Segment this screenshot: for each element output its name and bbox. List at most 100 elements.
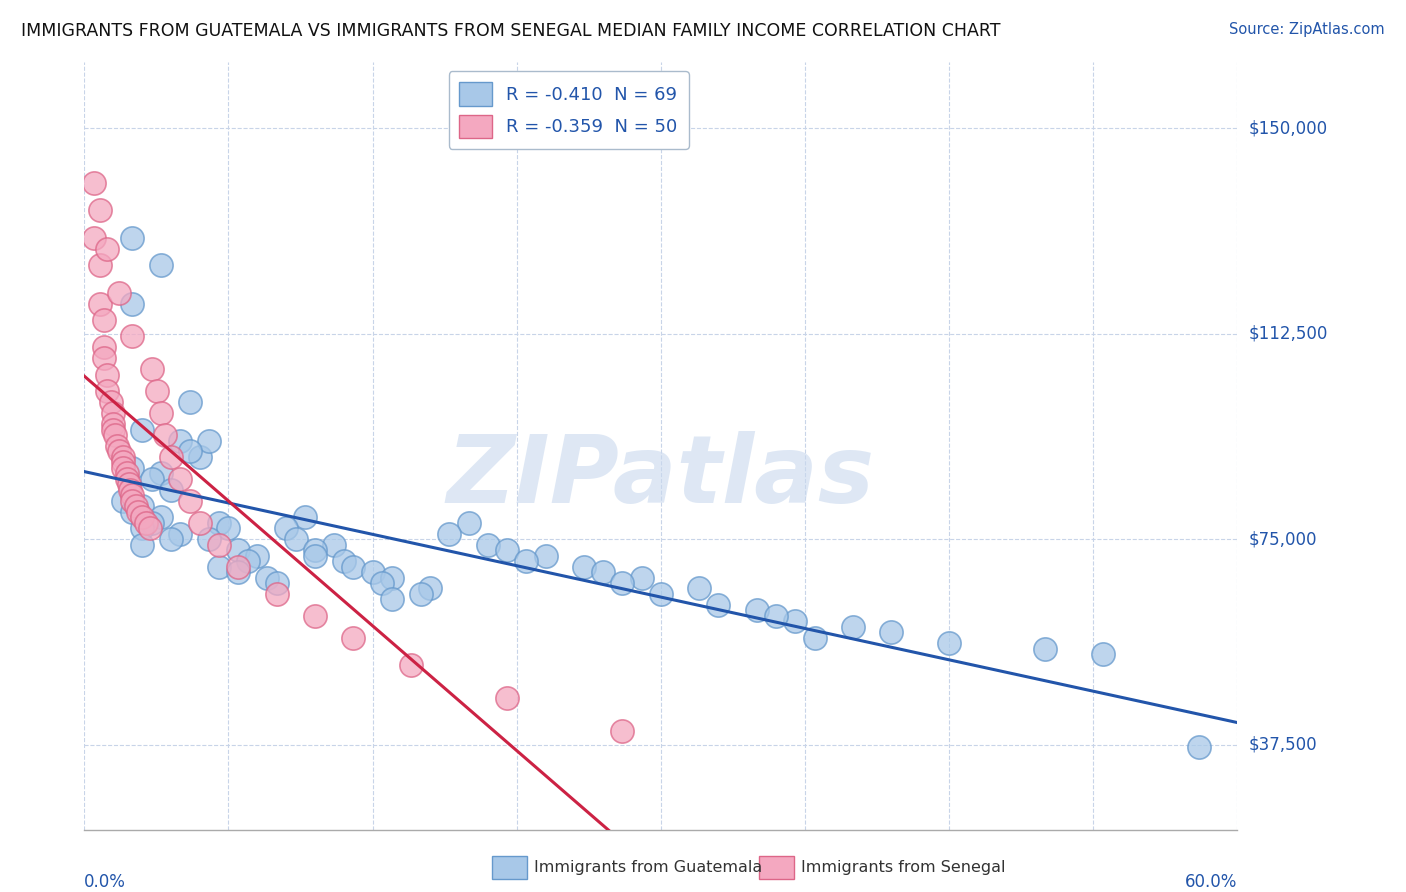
Text: ZIPatlas: ZIPatlas [447,431,875,523]
Point [381,570,404,584]
Point [103,417,124,431]
Point [284,532,307,546]
Point [131,423,153,437]
Point [496,543,519,558]
Point [150,510,173,524]
Point [153,428,176,442]
Point [381,592,404,607]
Point [246,549,269,563]
Point [121,493,143,508]
Point [138,521,160,535]
Point [399,658,422,673]
Point [160,532,183,546]
Point [105,439,128,453]
Point [226,559,249,574]
Point [496,691,519,706]
Point [93,340,115,354]
Point [534,549,557,563]
Point [371,576,394,591]
Text: $37,500: $37,500 [1249,736,1317,754]
Point [179,444,201,458]
Point [141,516,163,530]
Point [477,538,499,552]
Point [83,231,105,245]
Point [188,516,211,530]
Point [93,313,115,327]
Text: $75,000: $75,000 [1249,530,1317,549]
Point [612,576,634,591]
Point [150,467,173,481]
Point [160,483,183,497]
Point [83,176,105,190]
Point [131,510,153,524]
Point [179,395,201,409]
Point [121,296,143,310]
Point [96,368,118,382]
Point [103,406,124,420]
Point [125,500,148,514]
Point [135,516,157,530]
Point [938,636,960,650]
Point [117,477,139,491]
Point [89,296,111,310]
Legend: R = -0.410  N = 69, R = -0.359  N = 50: R = -0.410 N = 69, R = -0.359 N = 50 [449,71,689,149]
Point [104,428,127,442]
Point [256,570,278,584]
Point [120,483,142,497]
Point [218,521,240,535]
Point [96,384,118,399]
Point [111,493,134,508]
Text: 0.0%: 0.0% [84,873,127,891]
Point [131,538,153,552]
Point [100,395,122,409]
Point [304,543,326,558]
Point [150,406,173,420]
Point [93,351,115,366]
Point [208,538,231,552]
Point [439,526,461,541]
Point [304,549,326,563]
Point [419,582,441,596]
Point [688,582,710,596]
Point [188,450,211,464]
Point [89,203,111,218]
Point [108,444,131,458]
Point [169,472,191,486]
Point [276,521,298,535]
Point [115,472,138,486]
Point [457,516,479,530]
Point [121,505,143,519]
Point [612,723,634,738]
Point [89,258,111,272]
Point [1188,740,1211,755]
Point [333,554,356,568]
Point [592,565,614,579]
Point [304,608,326,623]
Point [226,565,249,579]
Text: IMMIGRANTS FROM GUATEMALA VS IMMIGRANTS FROM SENEGAL MEDIAN FAMILY INCOME CORREL: IMMIGRANTS FROM GUATEMALA VS IMMIGRANTS … [21,22,1001,40]
Point [131,521,153,535]
Text: Immigrants from Guatemala: Immigrants from Guatemala [534,860,762,874]
Point [323,538,346,552]
Point [745,603,768,617]
Point [127,505,149,519]
Point [803,631,825,645]
Point [409,587,432,601]
Point [630,570,652,584]
Point [198,434,221,448]
Point [96,242,118,256]
Point [141,472,163,486]
Point [121,329,143,343]
Point [111,461,134,475]
Point [108,285,131,300]
Point [121,461,143,475]
Point [1033,641,1056,656]
Text: Immigrants from Senegal: Immigrants from Senegal [801,860,1005,874]
Point [131,500,153,514]
Point [226,543,249,558]
Point [103,423,124,437]
Point [208,516,231,530]
Text: Source: ZipAtlas.com: Source: ZipAtlas.com [1229,22,1385,37]
Point [842,620,865,634]
Point [121,488,143,502]
